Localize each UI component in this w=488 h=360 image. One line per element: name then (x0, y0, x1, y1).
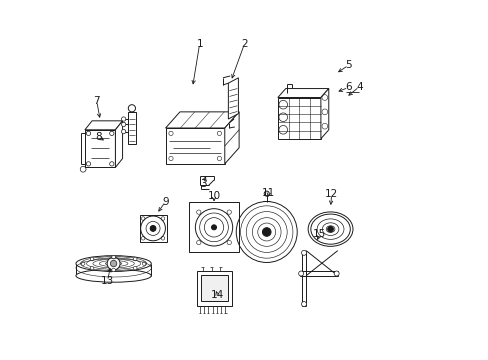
Polygon shape (165, 128, 224, 164)
Circle shape (298, 271, 303, 276)
Circle shape (262, 228, 270, 236)
Circle shape (121, 122, 125, 127)
Polygon shape (228, 78, 238, 119)
Ellipse shape (76, 269, 151, 282)
Text: 5: 5 (345, 60, 351, 70)
Text: 7: 7 (93, 96, 100, 106)
Polygon shape (128, 112, 136, 144)
Circle shape (112, 255, 115, 259)
Polygon shape (85, 121, 122, 130)
Circle shape (301, 302, 306, 307)
Text: 1: 1 (196, 39, 203, 49)
Circle shape (81, 262, 85, 265)
Circle shape (112, 268, 115, 272)
Text: 11: 11 (262, 188, 275, 198)
Circle shape (211, 225, 216, 230)
Circle shape (128, 105, 135, 112)
Polygon shape (277, 98, 320, 139)
Text: 15: 15 (312, 229, 326, 239)
Text: 10: 10 (207, 191, 220, 201)
Text: 3: 3 (200, 179, 206, 189)
Text: 4: 4 (355, 82, 362, 92)
Circle shape (90, 257, 94, 261)
Polygon shape (165, 112, 239, 128)
Circle shape (90, 266, 94, 270)
Text: 13: 13 (101, 276, 114, 286)
Polygon shape (85, 130, 115, 167)
Circle shape (133, 266, 137, 270)
Polygon shape (197, 271, 231, 306)
Circle shape (110, 260, 117, 267)
Polygon shape (320, 89, 328, 139)
Circle shape (142, 262, 145, 265)
Circle shape (333, 271, 339, 276)
Circle shape (133, 257, 137, 261)
Text: 8: 8 (95, 132, 102, 142)
Text: 14: 14 (210, 291, 224, 301)
Polygon shape (201, 275, 227, 301)
Circle shape (121, 117, 125, 121)
Circle shape (327, 226, 333, 232)
Text: 12: 12 (325, 189, 338, 199)
Polygon shape (277, 89, 328, 98)
Circle shape (264, 191, 269, 196)
Polygon shape (139, 215, 166, 242)
Circle shape (107, 257, 120, 270)
Polygon shape (224, 112, 239, 164)
Text: 6: 6 (345, 82, 351, 93)
Circle shape (150, 226, 156, 231)
Ellipse shape (76, 256, 151, 271)
Text: 2: 2 (241, 39, 247, 49)
Polygon shape (115, 121, 122, 167)
Text: 9: 9 (162, 197, 168, 207)
Circle shape (301, 250, 306, 255)
Circle shape (121, 130, 125, 134)
